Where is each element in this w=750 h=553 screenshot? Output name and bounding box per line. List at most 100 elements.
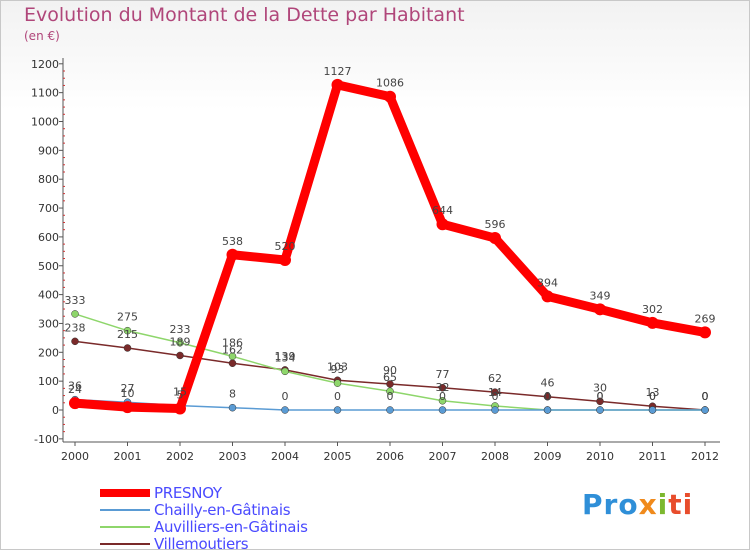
data-point bbox=[279, 253, 291, 266]
x-tick-label: 2010 bbox=[586, 450, 614, 463]
x-tick-label: 2004 bbox=[271, 450, 299, 463]
data-label: 103 bbox=[327, 360, 348, 373]
legend-item: Auvilliers-en-Gâtinais bbox=[100, 517, 308, 536]
data-point bbox=[384, 90, 396, 103]
x-tick-label: 2001 bbox=[114, 450, 142, 463]
legend-swatch bbox=[100, 525, 150, 528]
data-label: 269 bbox=[695, 312, 716, 325]
data-point bbox=[596, 397, 604, 406]
data-point bbox=[331, 78, 344, 91]
y-tick-label: -100 bbox=[34, 433, 59, 446]
y-tick-label: 900 bbox=[38, 144, 59, 157]
data-point bbox=[386, 387, 394, 395]
data-label: 90 bbox=[383, 364, 397, 377]
data-label: 14 bbox=[488, 386, 502, 399]
data-label: 5 bbox=[177, 389, 184, 402]
data-label: 520 bbox=[275, 240, 296, 253]
data-label: 13 bbox=[646, 386, 660, 399]
data-label: 0 bbox=[702, 390, 709, 403]
data-point bbox=[174, 402, 186, 415]
data-label: 1086 bbox=[376, 77, 404, 90]
x-tick-label: 2003 bbox=[219, 450, 247, 463]
x-tick-label: 2008 bbox=[481, 450, 509, 463]
data-label: 36 bbox=[68, 380, 82, 393]
data-label: 46 bbox=[541, 377, 555, 390]
data-label: 0 bbox=[649, 390, 656, 403]
data-label: 233 bbox=[170, 323, 191, 336]
y-tick-label: 500 bbox=[38, 260, 59, 273]
data-label: 8 bbox=[229, 388, 236, 401]
data-point bbox=[121, 401, 134, 414]
data-label: 0 bbox=[597, 390, 604, 403]
data-label: 333 bbox=[65, 294, 86, 307]
data-point bbox=[228, 403, 237, 412]
legend-item: PRESNOY bbox=[100, 483, 308, 502]
data-label: 0 bbox=[544, 390, 551, 403]
data-label: 394 bbox=[537, 276, 558, 289]
data-label: 538 bbox=[222, 235, 243, 248]
x-tick-label: 2012 bbox=[691, 450, 719, 463]
data-label: 215 bbox=[117, 328, 138, 341]
data-label: 27 bbox=[121, 382, 135, 395]
data-label: 0 bbox=[439, 390, 446, 403]
data-label: 0 bbox=[702, 390, 709, 403]
data-point bbox=[71, 337, 79, 346]
data-label: 0 bbox=[282, 390, 289, 403]
unit-label: (en €) bbox=[24, 29, 60, 43]
series-line bbox=[70, 80, 710, 414]
data-point bbox=[543, 406, 552, 414]
legend-swatch bbox=[100, 542, 150, 545]
y-tick-label: 600 bbox=[38, 231, 59, 244]
data-label: 10 bbox=[121, 387, 135, 400]
data-point bbox=[543, 392, 552, 401]
data-label: 596 bbox=[485, 218, 506, 231]
data-label: 77 bbox=[436, 368, 450, 381]
logo-part: ti bbox=[668, 488, 694, 521]
legend-label: PRESNOY bbox=[154, 483, 222, 502]
legend-item: Villemoutiers bbox=[100, 535, 308, 553]
data-label: 162 bbox=[222, 343, 243, 356]
y-tick-label: 700 bbox=[38, 202, 59, 215]
legend-label: Chailly-en-Gâtinais bbox=[154, 500, 291, 519]
data-point bbox=[123, 344, 132, 352]
data-label: 0 bbox=[649, 390, 656, 403]
y-tick-label: 400 bbox=[38, 289, 59, 302]
data-point bbox=[489, 232, 501, 245]
data-label: 0 bbox=[702, 390, 709, 403]
data-point bbox=[701, 406, 709, 414]
data-point bbox=[123, 326, 132, 335]
data-point bbox=[436, 218, 449, 231]
data-point bbox=[176, 339, 184, 347]
data-point bbox=[594, 303, 606, 316]
data-label: 0 bbox=[544, 390, 551, 403]
y-tick-label: 300 bbox=[38, 317, 59, 330]
data-label: 62 bbox=[488, 372, 502, 385]
data-point bbox=[333, 379, 342, 387]
data-label: 238 bbox=[65, 321, 86, 334]
data-label: 644 bbox=[432, 204, 453, 217]
data-label: 30 bbox=[593, 381, 607, 394]
data-label: 93 bbox=[331, 363, 345, 376]
data-label: 15 bbox=[173, 386, 187, 399]
data-point bbox=[176, 351, 184, 360]
data-point bbox=[69, 397, 81, 410]
x-tick-label: 2007 bbox=[429, 450, 457, 463]
y-tick-label: 1200 bbox=[31, 58, 59, 71]
data-point bbox=[596, 406, 604, 414]
data-point bbox=[281, 367, 289, 376]
data-label: 189 bbox=[170, 335, 191, 348]
data-label: 32 bbox=[436, 381, 450, 394]
data-point bbox=[228, 359, 237, 368]
x-tick-label: 2009 bbox=[534, 450, 562, 463]
x-tick-label: 2005 bbox=[324, 450, 352, 463]
data-label: 349 bbox=[590, 289, 611, 302]
data-label: 134 bbox=[275, 351, 296, 364]
data-point bbox=[228, 352, 237, 361]
data-label: 0 bbox=[334, 390, 341, 403]
data-label: 0 bbox=[597, 390, 604, 403]
data-label: 1127 bbox=[324, 65, 352, 78]
legend-swatch bbox=[100, 488, 150, 497]
legend-label: Auvilliers-en-Gâtinais bbox=[154, 517, 308, 536]
data-point bbox=[438, 397, 447, 405]
